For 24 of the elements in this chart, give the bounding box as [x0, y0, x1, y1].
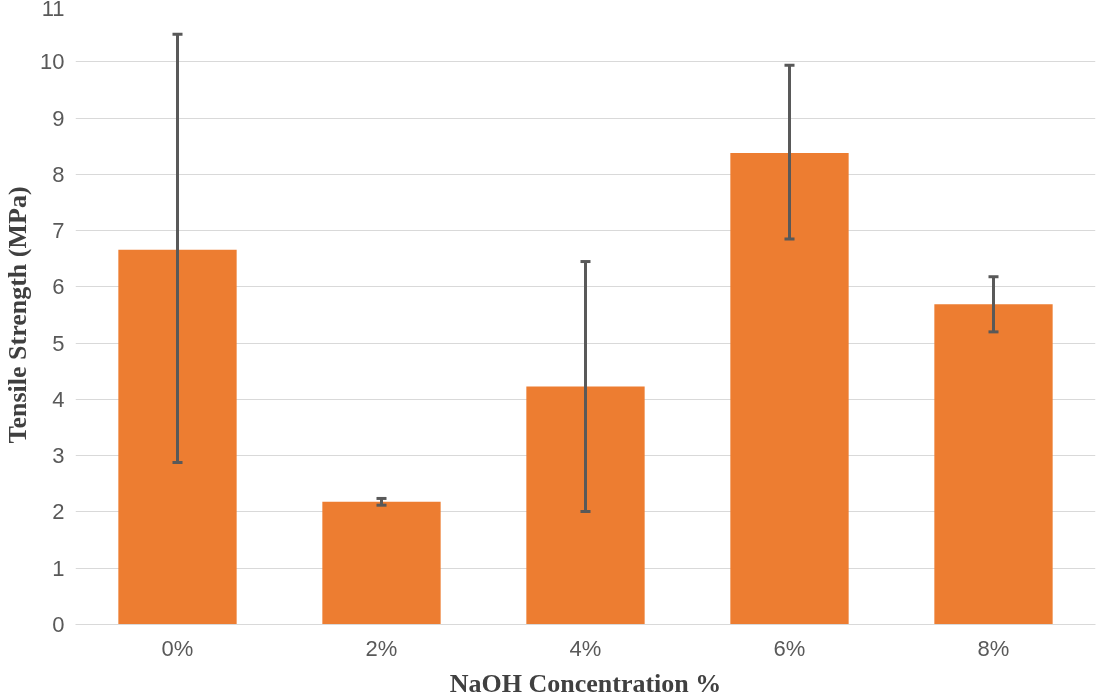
x-tick-label: 6%: [773, 635, 806, 661]
bar: [526, 386, 645, 625]
y-tick-label: 11: [41, 0, 65, 21]
y-tick-label: 6: [52, 274, 65, 300]
y-tick-label: 7: [52, 218, 65, 244]
x-axis-title: NaOH Concentration %: [449, 668, 722, 698]
y-tick-label: 0: [52, 612, 65, 637]
y-axis-title: Tensile Strength (MPa): [3, 186, 33, 444]
y-tick-label: 4: [52, 386, 65, 412]
x-tick-label: 4%: [569, 635, 602, 661]
y-tick-label: 9: [52, 105, 65, 131]
y-tick-label: 1: [52, 555, 65, 581]
x-tick-label: 8%: [977, 635, 1010, 661]
y-tick-label: 2: [52, 499, 65, 525]
bar: [730, 152, 849, 625]
bar: [118, 249, 237, 625]
x-tick-label: 2%: [365, 635, 398, 661]
y-tick-label: 5: [52, 330, 65, 356]
bar: [934, 304, 1053, 625]
y-tick-label: 3: [52, 443, 65, 469]
bar: [322, 501, 441, 625]
y-tick-label: 8: [52, 161, 65, 187]
y-tick-label: 10: [40, 49, 65, 75]
x-tick-label: 0%: [161, 635, 194, 661]
